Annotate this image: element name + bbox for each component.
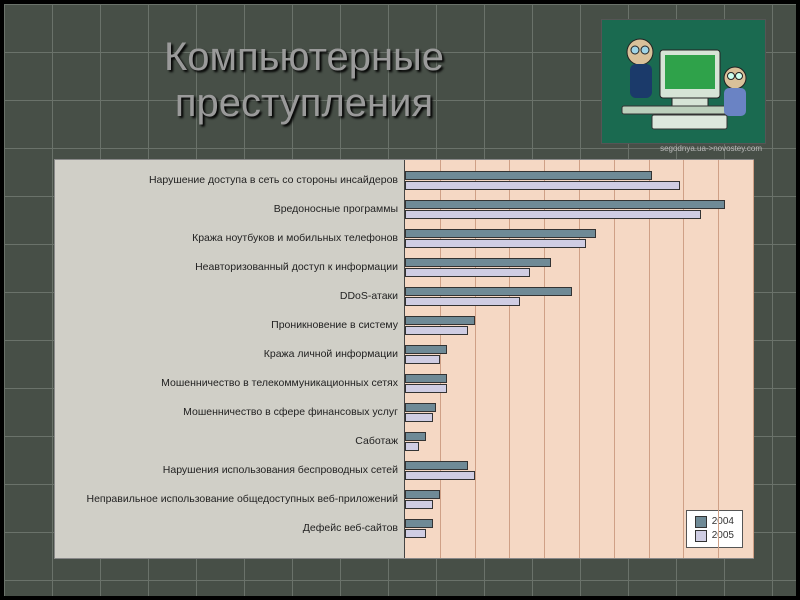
chart-category-label: Кража личной информации [59,343,398,367]
chart-bar [405,316,475,325]
chart-category-label: Неавторизованный доступ к информации [59,256,398,280]
chart-gridline [649,160,650,558]
chart-bar [405,500,433,509]
chart-category-label: Вредоносные программы [59,198,398,222]
hacker-svg [602,20,766,144]
legend-swatch [695,530,707,542]
chart-bar [405,239,586,248]
legend-label: 2004 [712,515,734,529]
legend-label: 2005 [712,529,734,543]
legend-row: 2004 [695,515,734,529]
chart-category-label: Нарушения использования беспроводных сет… [59,459,398,483]
chart-bar [405,374,447,383]
legend-swatch [695,516,707,528]
chart-bar [405,345,447,354]
chart-gridline [475,160,476,558]
chart-bar [405,519,433,528]
chart-bar [405,297,520,306]
chart-plot-pane: 20042005 [405,160,753,558]
page-title: Компьютерные преступления [64,34,544,126]
slide: Компьютерные преступления segodnya.ua->n… [0,0,800,600]
chart-category-label: Мошенничество в телекоммуникационных сет… [59,372,398,396]
chart-gridline [579,160,580,558]
chart-category-label: Неправильное использование общедоступных… [59,488,398,512]
legend-row: 2005 [695,529,734,543]
chart-bar [405,403,436,412]
chart-category-label: Дефейс веб-сайтов [59,517,398,541]
chart-gridline [718,160,719,558]
chart-bar [405,181,680,190]
crimes-bar-chart: Нарушение доступа в сеть со стороны инса… [54,159,754,559]
chart-bar [405,200,725,209]
chart-bar [405,461,468,470]
chart-bar [405,258,551,267]
watermark-text: segodnya.ua->novostey.com [660,144,762,153]
chart-bar [405,432,426,441]
chart-labels-pane: Нарушение доступа в сеть со стороны инса… [55,160,405,558]
chart-gridline [440,160,441,558]
hacker-illustration [601,19,766,144]
chart-gridline [753,160,754,558]
chart-bar [405,490,440,499]
chart-bar [405,229,596,238]
chart-legend: 20042005 [686,510,743,548]
chart-category-label: Нарушение доступа в сеть со стороны инса… [59,169,398,193]
chart-bar [405,529,426,538]
chart-category-label: Проникновение в систему [59,314,398,338]
chart-bar [405,210,701,219]
chart-category-label: Мошенничество в сфере финансовых услуг [59,401,398,425]
chart-category-label: DDoS-атаки [59,285,398,309]
chart-gridline [683,160,684,558]
chart-category-label: Саботаж [59,430,398,454]
chart-bar [405,326,468,335]
chart-bar [405,268,530,277]
chart-bar [405,471,475,480]
chart-bar [405,355,440,364]
chart-bar [405,287,572,296]
chart-gridline [544,160,545,558]
chart-category-label: Кража ноутбуков и мобильных телефонов [59,227,398,251]
chart-bar [405,171,652,180]
chart-gridline [509,160,510,558]
chart-bar [405,442,419,451]
chart-bar [405,384,447,393]
chart-gridline [614,160,615,558]
chart-bar [405,413,433,422]
